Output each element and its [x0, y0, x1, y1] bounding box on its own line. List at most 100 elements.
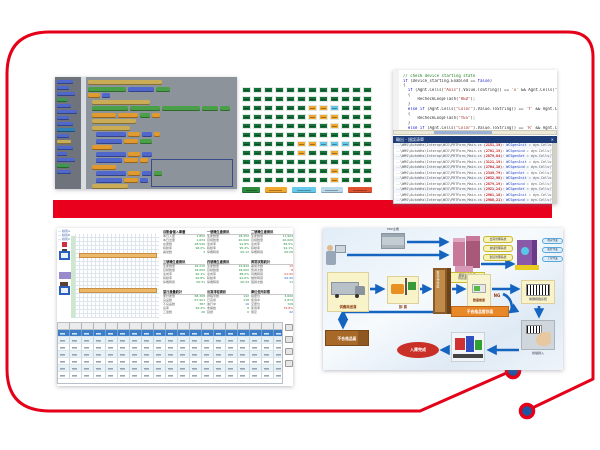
- code-editor-screenshot: // check device starting state if (Device…: [393, 70, 557, 204]
- check-node: [467, 274, 491, 312]
- status-cell: [319, 123, 328, 129]
- ng-area-node: 不合格品暫存區: [451, 306, 509, 317]
- mini-legend-line: — 線別B: [58, 233, 71, 237]
- truck-cab-icon: [355, 286, 365, 295]
- code-line: {: [403, 111, 411, 116]
- kpi-line: 目標數量 18,000: [207, 267, 249, 272]
- putaway-blue-icon: [466, 336, 474, 352]
- palette-block: [57, 80, 73, 84]
- kpi-line: 復歸次數 11: [251, 279, 293, 284]
- status-cell: [341, 105, 350, 111]
- block-row: [92, 164, 235, 170]
- kpi-line: 稼動率 96.2%: [163, 245, 205, 250]
- block: [88, 93, 100, 98]
- status-cell: [363, 96, 372, 102]
- block: [140, 158, 148, 163]
- palette-block: [57, 170, 71, 174]
- block: [220, 106, 230, 111]
- kpi-panel-title: 一號機生產資訊: [207, 230, 249, 235]
- kpi-line: 生產數量 18,352: [207, 234, 249, 238]
- task-pill-3: 上架作業: [542, 256, 563, 262]
- palette-scrollbar: [81, 77, 86, 189]
- status-cell: [308, 159, 317, 165]
- kpi-line: 目標數量 18,000: [163, 267, 205, 272]
- status-cell: [286, 177, 295, 183]
- block: [130, 106, 160, 111]
- table-row: [58, 330, 282, 337]
- legend-chip: [292, 187, 316, 193]
- status-grid-row: [242, 168, 382, 174]
- system-pill-2: 倉儲管理系統: [483, 245, 513, 252]
- kpi-line: 待機時間 01:05: [251, 271, 293, 276]
- code-line: // check device starting state: [403, 74, 476, 78]
- status-cell: [352, 177, 361, 183]
- status-cell: [253, 177, 262, 183]
- status-cell: [319, 105, 328, 111]
- alarm-icon: [62, 242, 67, 247]
- horizontal-scrollbar: [393, 130, 557, 135]
- block: [152, 112, 160, 118]
- output-panel-titlebar: 輸出 - 錯誤清單 ×: [393, 136, 557, 143]
- block: [128, 151, 140, 157]
- status-cell: [297, 96, 306, 102]
- status-cell: [330, 168, 339, 174]
- status-cell: [363, 159, 372, 165]
- block: [140, 177, 148, 183]
- kpi-line: 不良品數 387: [163, 301, 205, 306]
- reject-node: 不合格品區: [325, 330, 369, 346]
- kpi-panel-title: 庫位使用狀態: [251, 290, 293, 295]
- kpi-panel: 四號機生產資訊 生產數量 15,842 目標數量 18,000 達成率 88.0% 稼動率 91…: [207, 260, 249, 288]
- status-cell: [319, 150, 328, 156]
- status-cell: [352, 150, 361, 156]
- log-row: ..\WMS\AutoWhs\Interop\WCS\PRTForm_Main.…: [394, 165, 552, 171]
- code-line: RecheckLoopFlash("RED");: [403, 97, 476, 102]
- block-canvas: [88, 80, 235, 189]
- block-row: [96, 132, 235, 137]
- log-row: ..\WMS\AutoWhs\Interop\WCS\PRTForm_Main.…: [394, 176, 552, 182]
- check-green-icon: [474, 286, 480, 291]
- status-cell: [242, 87, 251, 93]
- putaway-green-icon: [475, 340, 482, 350]
- kpi-line: 延誤 0: [207, 309, 249, 314]
- block: [128, 86, 154, 92]
- status-cell: [341, 96, 350, 102]
- status-cell: [352, 96, 361, 102]
- palette-block: [57, 164, 69, 168]
- status-cell: [242, 123, 251, 129]
- status-cell: [341, 114, 350, 120]
- close-icon: ×: [550, 137, 554, 142]
- kpi-line: 生產數量 17,904: [251, 234, 293, 238]
- status-cell: [319, 132, 328, 138]
- legend-chip: [321, 187, 343, 193]
- person-head-icon: [327, 245, 333, 251]
- kpi-line: 稼動率 94.1%: [251, 245, 293, 250]
- output-panel-title: 輸出 - 錯誤清單: [396, 137, 424, 142]
- status-cell: [242, 132, 251, 138]
- kpi-panel-title: 異常狀態統計: [251, 260, 293, 265]
- status-cell: [275, 96, 284, 102]
- status-cell: [352, 141, 361, 147]
- status-cell: [253, 168, 262, 174]
- palette-block: [57, 116, 69, 120]
- status-cell: [341, 132, 350, 138]
- status-cell: [264, 123, 273, 129]
- kiosk-screen-icon: [521, 247, 529, 255]
- kpi-line: 空庫位 726: [251, 301, 293, 306]
- status-cell: [286, 123, 295, 129]
- erp-server-icon: [381, 233, 405, 249]
- code-area: // check device starting state if (Device…: [393, 70, 557, 130]
- status-cell: [297, 87, 306, 93]
- shuttle-icon: [59, 251, 70, 260]
- kpi-panel: 三號機生產資訊 生產數量 16,210 目標數量 18,000 達成率 90.1% 稼動率 92…: [163, 260, 205, 288]
- status-cell: [264, 105, 273, 111]
- status-cell: [308, 96, 317, 102]
- legend-chip: [348, 187, 372, 193]
- status-cell: [319, 114, 328, 120]
- kpi-panel: 一號機生產資訊 生產數量 18,352 目標數量 20,000 達成率 91.8% 稼動率 95…: [207, 230, 249, 258]
- status-cell: [319, 159, 328, 165]
- track-grid: [75, 234, 159, 318]
- status-cell: [341, 168, 350, 174]
- status-cell: [286, 159, 295, 165]
- status-cell: [341, 87, 350, 93]
- block: [128, 132, 140, 137]
